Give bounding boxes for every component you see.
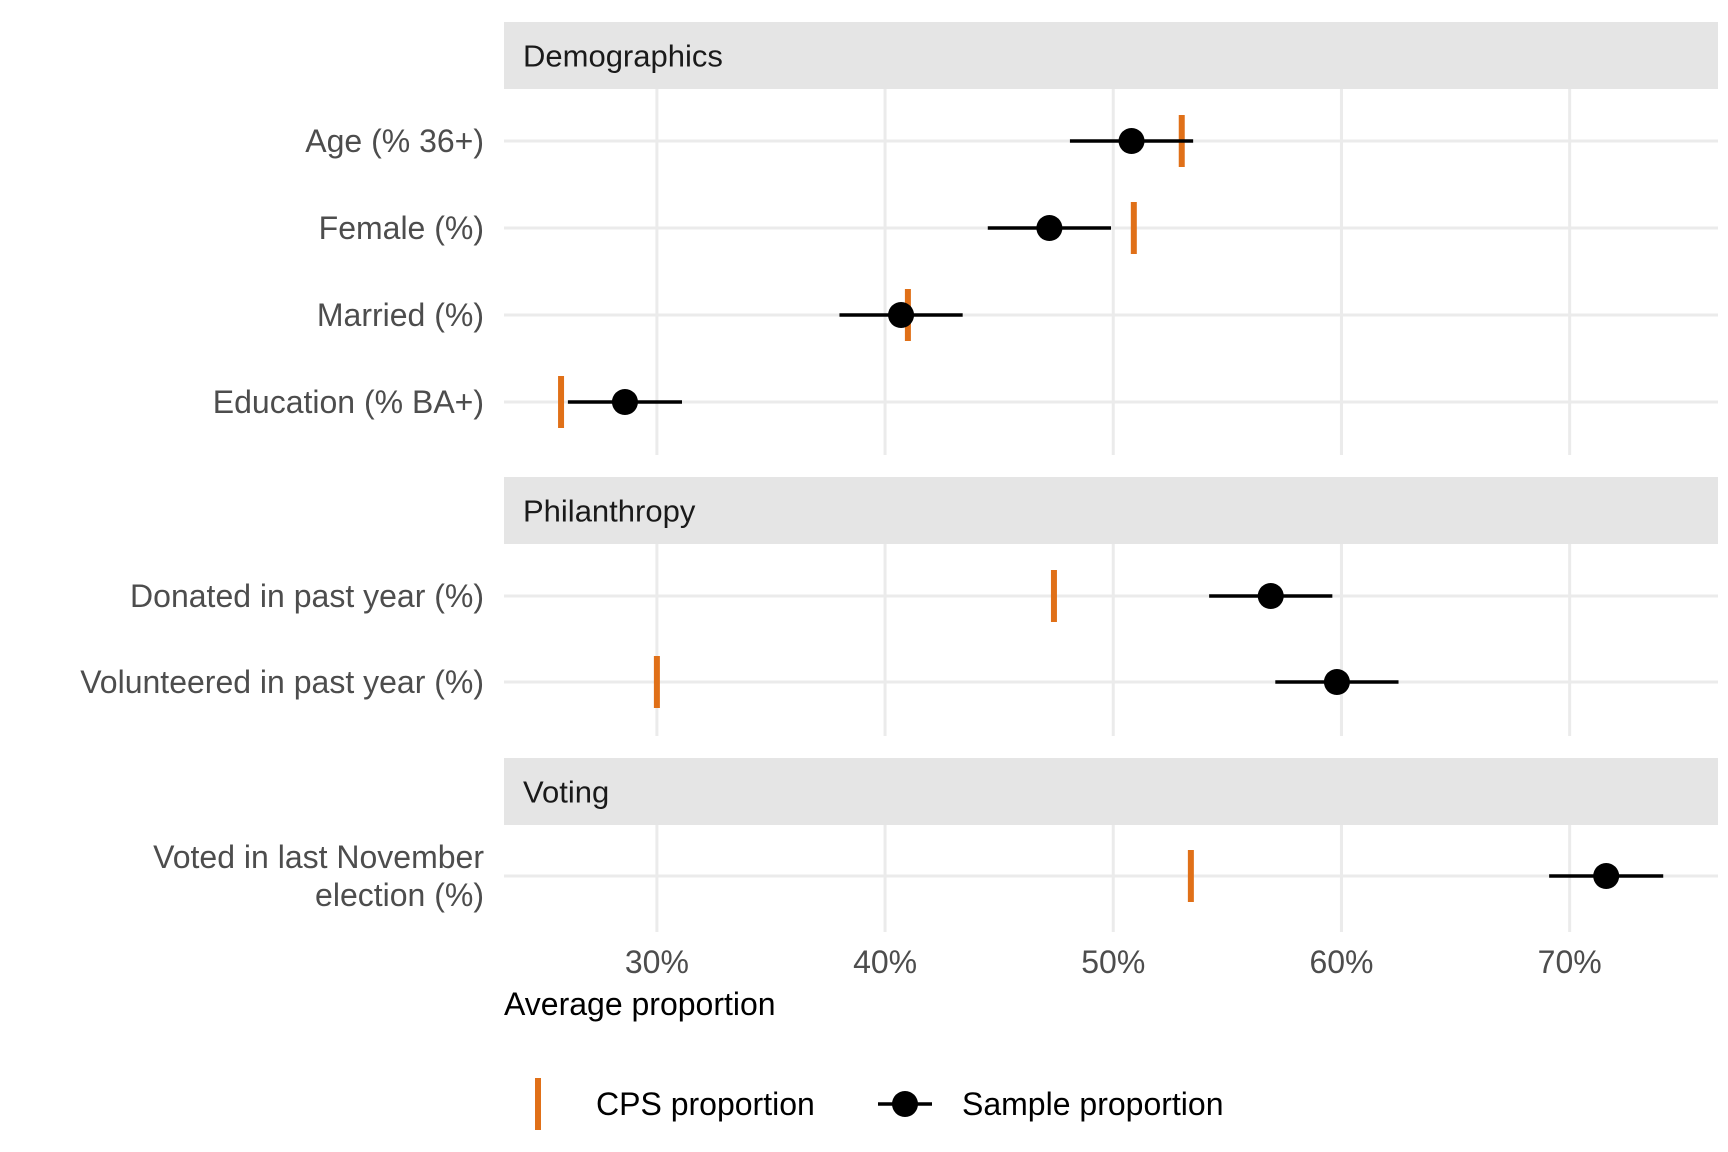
sample-point	[888, 302, 915, 328]
y-axis-label: election (%)	[315, 877, 484, 913]
facet-strip	[504, 22, 1718, 89]
facet-strip	[504, 758, 1718, 825]
facet-strip	[504, 477, 1718, 544]
x-tick-label: 40%	[853, 944, 917, 980]
x-tick-label: 60%	[1309, 944, 1373, 980]
sample-point	[1593, 863, 1620, 889]
legend-key-sample-point	[892, 1091, 918, 1117]
facet-title: Philanthropy	[523, 494, 696, 529]
sample-point	[611, 389, 638, 415]
x-tick-label: 50%	[1081, 944, 1145, 980]
x-tick-label: 30%	[625, 944, 689, 980]
facet-title: Voting	[523, 775, 609, 810]
y-axis-label: Age (% 36+)	[305, 123, 484, 159]
y-axis-label: Voted in last November	[153, 839, 484, 875]
legend-label-cps: CPS proportion	[596, 1086, 815, 1122]
x-tick-label: 70%	[1538, 944, 1602, 980]
facet-title: Demographics	[523, 39, 723, 74]
sample-point	[1323, 669, 1350, 695]
sample-point	[1118, 128, 1145, 154]
y-axis-label: Donated in past year (%)	[130, 578, 484, 614]
y-axis-label: Married (%)	[317, 297, 484, 333]
y-axis-label: Female (%)	[319, 210, 484, 246]
y-axis-label: Volunteered in past year (%)	[80, 664, 484, 700]
sample-point	[1036, 215, 1063, 241]
legend-label-sample: Sample proportion	[962, 1086, 1223, 1122]
y-axis-label: Education (% BA+)	[213, 384, 484, 420]
x-axis-title: Average proportion	[504, 986, 776, 1022]
sample-point	[1257, 583, 1284, 609]
